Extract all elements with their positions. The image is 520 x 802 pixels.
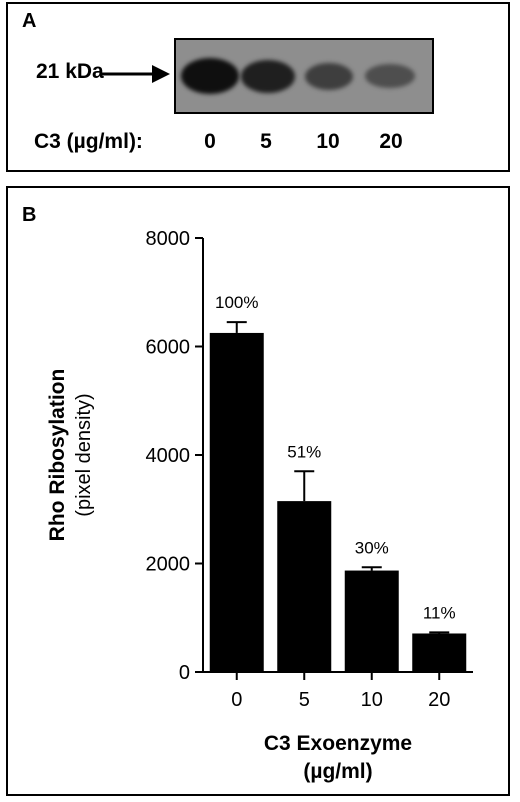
blot-band (181, 58, 239, 94)
y-tick-label: 0 (179, 662, 190, 684)
panel-b: B 0 2000 4000 6000 8000 100% 0 51% 5 30% 10 11% 20 Rh… (6, 186, 510, 796)
x-axis-subtitle: (µg/ml) (303, 760, 372, 783)
concentration-label: C3 (µg/ml): (34, 130, 143, 153)
marker-arrow-icon (102, 65, 170, 83)
y-tick-label: 2000 (146, 554, 191, 576)
data-label: 11% (423, 603, 456, 622)
western-blot-image (174, 38, 434, 114)
data-label: 100% (215, 293, 258, 312)
data-label: 30% (355, 538, 389, 557)
y-tick-label: 6000 (146, 337, 191, 359)
concentration-0: 0 (204, 130, 216, 153)
concentration-20: 20 (379, 130, 403, 153)
bar (209, 332, 264, 672)
blot-band (365, 64, 415, 88)
y-axis-title: Rho Ribosylation (46, 369, 69, 542)
bar (412, 633, 467, 672)
panel-b-label: B (22, 204, 37, 226)
panel-a: A 21 kDa C3 (µg/ml): 0 5 10 20 (6, 2, 510, 172)
panel-a-label: A (22, 10, 37, 32)
y-tick-label: 8000 (146, 228, 191, 250)
concentration-10: 10 (316, 130, 340, 153)
x-tick-label: 5 (299, 689, 310, 711)
x-tick-label: 10 (361, 689, 383, 711)
y-tick-label: 4000 (146, 445, 191, 467)
y-axis-subtitle: (pixel density) (73, 393, 95, 516)
x-tick-label: 20 (428, 689, 450, 711)
concentration-5: 5 (260, 130, 272, 153)
bar (344, 570, 399, 672)
x-axis-title: C3 Exoenzyme (264, 732, 412, 755)
x-tick-label: 0 (231, 689, 242, 711)
blot-band (305, 62, 353, 90)
data-label: 51% (287, 442, 321, 461)
molecular-weight-marker: 21 kDa (36, 60, 104, 83)
bar-chart: 0 2000 4000 6000 8000 100% 0 51% 5 30% 10 11% 20 Rho … (46, 228, 473, 783)
bar (277, 501, 332, 672)
blot-band (241, 59, 295, 93)
